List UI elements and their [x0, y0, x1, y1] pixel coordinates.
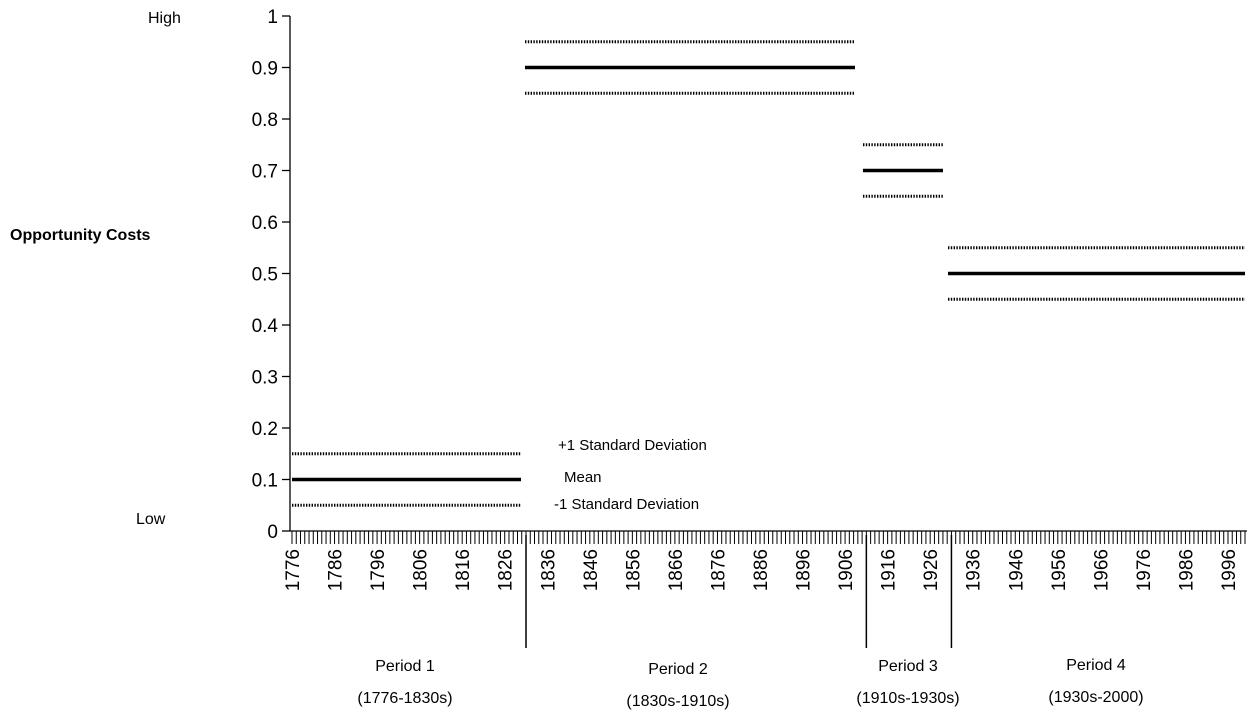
y-tick-label: 0 [267, 522, 278, 543]
y-tick-label: 0.7 [252, 162, 278, 183]
y-tick-label: 1 [267, 7, 278, 28]
x-tick-label: 1996 [1219, 549, 1240, 591]
y-tick-label: 0.3 [252, 368, 278, 389]
x-tick-label: 1886 [751, 549, 772, 591]
period-span-label: (1776-1830s) [357, 690, 452, 707]
x-tick-label: 1986 [1176, 549, 1197, 591]
x-tick-label: 1826 [496, 549, 517, 591]
y-tick-label: 0.6 [252, 213, 278, 234]
y-tick-label: 0.9 [252, 59, 278, 80]
x-tick-label: 1816 [453, 549, 474, 591]
period-name-label: Period 4 [1066, 657, 1126, 674]
period-labels: Period 1 (1776-1830s) Period 2 (1830s-1910s… [357, 657, 1143, 710]
x-tick-label: 1896 [794, 549, 815, 591]
x-tick-label: 1836 [538, 549, 559, 591]
y-axis: 0 0.1 0.2 0.3 0.4 0.5 0.6 0.7 0.8 0.9 1 [252, 7, 291, 543]
x-tick-label: 1956 [1049, 549, 1070, 591]
x-tick-label: 1926 [921, 549, 942, 591]
x-tick-label: 1966 [1091, 549, 1112, 591]
y-tick-label: 0.1 [252, 471, 278, 492]
period-span-label: (1910s-1930s) [856, 690, 959, 707]
x-tick-label: 1856 [623, 549, 644, 591]
x-tick-label: 1936 [964, 549, 985, 591]
y-tick-label: 0.4 [252, 316, 279, 337]
y-tick-label: 0.5 [252, 265, 278, 286]
period-name-label: Period 1 [375, 658, 435, 675]
period-span-label: (1930s-2000) [1048, 689, 1143, 706]
x-tick-label: 1866 [666, 549, 687, 591]
x-axis: 1776 1786 1796 1806 1816 1826 1836 1846 1856 1866… [283, 530, 1247, 648]
y-extreme-high-label: High [148, 10, 181, 27]
x-tick-label: 1806 [411, 549, 432, 591]
x-tick-label: 1976 [1134, 549, 1155, 591]
legend-plus-sd-label: +1 Standard Deviation [558, 437, 707, 454]
x-tick-label: 1786 [326, 549, 347, 591]
y-tick-label: 0.2 [252, 419, 278, 440]
x-tick-label: 1916 [879, 549, 900, 591]
y-extreme-low-label: Low [136, 511, 166, 528]
period-span-label: (1830s-1910s) [626, 693, 729, 710]
y-tick-label: 0.8 [252, 110, 278, 131]
legend-minus-sd-label: -1 Standard Deviation [554, 496, 699, 513]
period-name-label: Period 3 [878, 658, 938, 675]
x-tick-label: 1946 [1006, 549, 1027, 591]
x-tick-label: 1846 [581, 549, 602, 591]
x-tick-label: 1906 [836, 549, 857, 591]
x-tick-label: 1796 [368, 549, 389, 591]
y-axis-label: Opportunity Costs [10, 227, 151, 244]
period-series [292, 40, 1245, 507]
x-tick-label: 1776 [283, 549, 304, 591]
x-tick-label: 1876 [708, 549, 729, 591]
legend-mean-label: Mean [564, 469, 602, 486]
period-name-label: Period 2 [648, 661, 708, 678]
